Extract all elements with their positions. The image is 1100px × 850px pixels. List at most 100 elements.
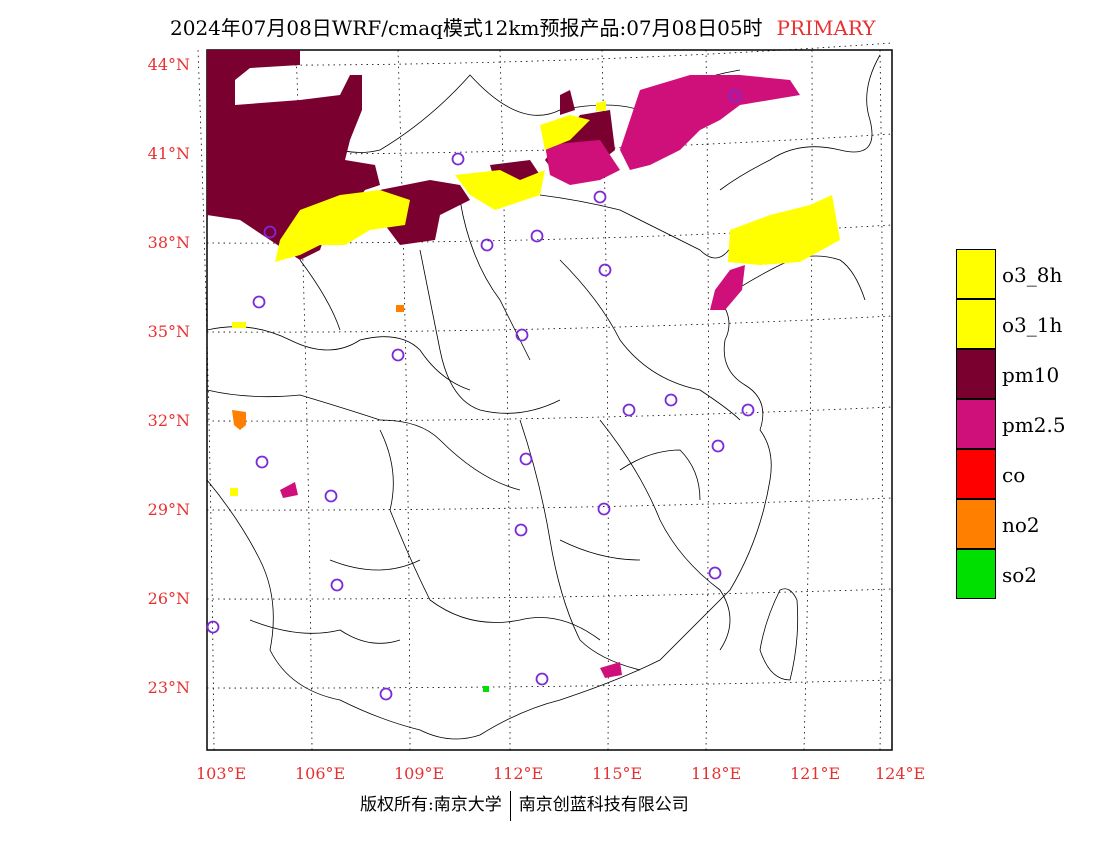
legend-swatch bbox=[956, 399, 996, 449]
station-marker bbox=[530, 229, 544, 243]
legend-label: pm10 bbox=[1002, 363, 1060, 387]
pm25-area bbox=[280, 482, 298, 498]
station-marker bbox=[206, 620, 220, 634]
legend-label: no2 bbox=[1002, 513, 1040, 537]
border-line bbox=[206, 479, 481, 740]
legend-swatch bbox=[956, 249, 996, 299]
border-line bbox=[519, 419, 641, 671]
border-line bbox=[599, 419, 731, 651]
title-text: 2024年07月08日WRF/cmaq模式12km预报产品:07月08日05时 bbox=[170, 16, 763, 40]
copyright-text: 版权所有:南京大学 bbox=[360, 795, 502, 815]
longitude-line bbox=[397, 49, 411, 751]
o3-area bbox=[230, 488, 238, 496]
longitude-line bbox=[879, 49, 883, 751]
border-line bbox=[559, 259, 741, 421]
longitude-line bbox=[197, 49, 215, 751]
footer-credit: 版权所有:南京大学 南京创蓝科技有限公司 bbox=[360, 790, 689, 821]
legend-label: pm2.5 bbox=[1002, 413, 1066, 437]
border-line bbox=[539, 194, 736, 259]
lat-label: 38°N bbox=[147, 233, 190, 252]
lon-label: 103°E bbox=[196, 764, 247, 783]
border-line bbox=[206, 326, 471, 391]
legend-label: co bbox=[1002, 463, 1026, 487]
monitoring-stations bbox=[206, 89, 755, 701]
longitude-line bbox=[499, 49, 511, 751]
border-line bbox=[329, 449, 701, 571]
o3-area bbox=[540, 115, 590, 150]
pm25-area bbox=[710, 265, 745, 310]
station-marker bbox=[664, 393, 678, 407]
station-marker bbox=[708, 566, 722, 580]
station-marker bbox=[263, 225, 277, 239]
station-marker bbox=[324, 489, 338, 503]
station-marker bbox=[514, 523, 528, 537]
station-marker bbox=[252, 295, 266, 309]
lon-label: 106°E bbox=[295, 764, 346, 783]
no2-area bbox=[232, 410, 246, 430]
pollution-areas bbox=[207, 50, 840, 692]
o3-area bbox=[455, 170, 545, 210]
o3-area bbox=[275, 190, 410, 262]
pm25-area bbox=[600, 662, 622, 678]
station-marker bbox=[593, 190, 607, 204]
border-line bbox=[759, 588, 799, 681]
lon-label: 115°E bbox=[592, 764, 643, 783]
pm10-area bbox=[380, 180, 470, 245]
pm25-area bbox=[620, 75, 800, 170]
station-marker bbox=[741, 403, 755, 417]
pm10-area bbox=[560, 90, 575, 115]
station-marker bbox=[622, 403, 636, 417]
lat-label: 23°N bbox=[147, 678, 190, 697]
lat-label: 35°N bbox=[147, 322, 190, 341]
lon-label: 109°E bbox=[394, 764, 445, 783]
station-marker bbox=[519, 452, 533, 466]
so2-area bbox=[483, 686, 489, 692]
station-marker bbox=[330, 578, 344, 592]
map-title: 2024年07月08日WRF/cmaq模式12km预报产品:07月08日05时 P… bbox=[170, 12, 876, 41]
legend-swatch bbox=[956, 499, 996, 549]
legend-label: so2 bbox=[1002, 563, 1038, 587]
lat-label: 41°N bbox=[147, 144, 190, 163]
lat-label: 44°N bbox=[147, 55, 190, 74]
lat-label: 26°N bbox=[147, 589, 190, 608]
border-line bbox=[206, 389, 521, 491]
border-line bbox=[379, 429, 601, 641]
lon-label: 124°E bbox=[875, 764, 926, 783]
lon-label: 112°E bbox=[493, 764, 544, 783]
lat-label: 29°N bbox=[147, 500, 190, 519]
station-marker bbox=[728, 89, 742, 103]
station-marker bbox=[535, 672, 549, 686]
station-marker bbox=[379, 687, 393, 701]
longitude-line bbox=[803, 49, 813, 751]
border-line bbox=[299, 199, 531, 361]
lon-label: 121°E bbox=[790, 764, 841, 783]
station-marker bbox=[598, 263, 612, 277]
legend-label: o3_1h bbox=[1002, 313, 1063, 337]
o3-area bbox=[232, 322, 246, 328]
longitude-line bbox=[705, 49, 709, 751]
legend-swatch bbox=[956, 349, 996, 399]
station-marker bbox=[255, 455, 269, 469]
border-line bbox=[719, 54, 881, 191]
legend-swatch bbox=[956, 549, 996, 599]
lat-label: 32°N bbox=[147, 411, 190, 430]
no2-area bbox=[396, 305, 404, 312]
company-text: 南京创蓝科技有限公司 bbox=[518, 795, 689, 815]
primary-tag: PRIMARY bbox=[776, 16, 876, 40]
o3-area bbox=[596, 101, 606, 111]
border-line bbox=[719, 299, 764, 431]
border-line bbox=[249, 539, 641, 644]
station-marker bbox=[480, 238, 494, 252]
lon-label: 118°E bbox=[691, 764, 742, 783]
station-marker bbox=[711, 439, 725, 453]
legend-swatch bbox=[956, 449, 996, 499]
legend-label: o3_8h bbox=[1002, 263, 1063, 287]
border-line bbox=[479, 429, 772, 736]
o3-area bbox=[728, 195, 840, 265]
station-marker bbox=[597, 502, 611, 516]
pm25-area bbox=[545, 140, 620, 185]
station-marker bbox=[515, 328, 529, 342]
station-marker bbox=[451, 152, 465, 166]
station-marker bbox=[391, 348, 405, 362]
